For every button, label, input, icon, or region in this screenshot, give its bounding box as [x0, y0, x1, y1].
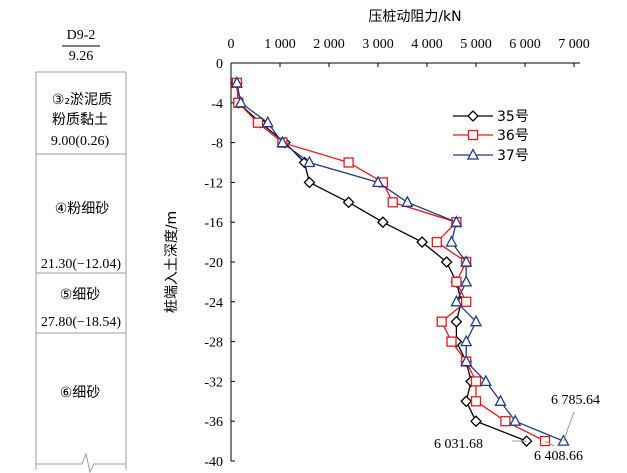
series-3-point	[445, 235, 458, 247]
layer-3-name: ⑤细砂	[60, 287, 101, 303]
chart-axes: 0 1 000 2 000 3 000 4 000 5 000 6 000 7 000 0 -4 -…	[204, 37, 589, 470]
series-3-point	[371, 175, 385, 188]
x-tick-label: 0	[228, 37, 235, 52]
series-2-point	[252, 117, 264, 128]
series-2-point	[470, 376, 482, 387]
series-3-point	[276, 135, 289, 148]
x-tick-label: 5 000	[460, 37, 492, 52]
x-tick-label: 6 000	[509, 37, 541, 52]
layer-1-name-line1: ③₂淤泥质	[52, 92, 112, 108]
x-tick-label: 7 000	[558, 37, 590, 52]
series-2-point	[500, 416, 511, 427]
x-tick-label: 1 000	[264, 37, 296, 52]
chart-plot-area	[230, 76, 570, 448]
y-tick-label: -12	[204, 176, 223, 191]
series-3	[230, 76, 570, 446]
series-1-point	[376, 216, 389, 229]
series-3-point	[261, 115, 274, 128]
layer-1-name-line2: 粉质黏土	[52, 112, 108, 128]
x-tick-label: 4 000	[411, 37, 443, 52]
legend-label-2: 36号	[497, 128, 529, 144]
series-3-point	[234, 95, 247, 108]
annotation-label-1: 6 785.64	[551, 393, 600, 408]
y-tick-label: -36	[204, 415, 223, 430]
series-2-point	[446, 336, 457, 347]
legend-label-3: 37号	[497, 148, 529, 164]
layer-3-bottom: 27.80(−18.54)	[41, 315, 122, 330]
series-1-line	[236, 82, 527, 442]
series-3-point	[460, 255, 473, 267]
series-3-point	[460, 334, 473, 347]
y-tick-label: -20	[204, 256, 223, 271]
y-axis-title: 桩端入土深度/m	[163, 211, 180, 313]
layer-2-name: ④粉细砂	[55, 201, 110, 217]
series-3-point	[230, 76, 243, 88]
series-2-point	[470, 396, 482, 407]
series-2-point	[343, 157, 354, 168]
chart-annotations: 6 785.64 6 031.68 6 408.66	[434, 393, 600, 464]
series-1-point	[303, 176, 316, 189]
legend-marker-1	[467, 110, 479, 122]
y-tick-label: -32	[204, 375, 223, 390]
series-2-point	[461, 296, 472, 307]
legend-label-1: 35号	[497, 109, 529, 125]
borehole-elevation: 9.26	[69, 49, 94, 64]
annotation-label-2: 6 031.68	[434, 437, 483, 452]
annotation-leader-1	[563, 411, 575, 442]
series-1-point	[460, 395, 473, 408]
series-3-point	[479, 374, 492, 387]
series-2-point	[387, 197, 398, 208]
series-1	[230, 76, 533, 448]
series-3-point	[450, 215, 463, 227]
series-3-point	[509, 414, 522, 426]
y-tick-label: -16	[204, 216, 223, 231]
y-tick-label: -28	[204, 336, 223, 351]
legend-marker-3	[466, 148, 480, 160]
x-axis-title: 压桩动阻力/kN	[368, 8, 461, 25]
y-tick-label: 0	[216, 57, 223, 72]
series-3-point	[494, 394, 507, 406]
series-1-point	[416, 236, 429, 249]
series-1-point	[342, 196, 355, 209]
series-1-point	[440, 256, 453, 268]
series-3-point	[303, 155, 316, 168]
series-2-point	[451, 276, 462, 288]
series-2-point	[436, 316, 447, 327]
layer-1-bottom: 9.00(0.26)	[51, 134, 110, 149]
borehole-column: D9-2 9.26 ③₂淤泥质 粉质黏土 9.00(0.26) ④粉细砂 21.…	[35, 28, 127, 473]
y-tick-label: -24	[204, 296, 223, 311]
annotation-label-3: 6 408.66	[534, 449, 583, 464]
annotation-leader-3	[544, 440, 555, 447]
borehole-id: D9-2	[67, 28, 96, 43]
legend-marker-2	[467, 129, 479, 141]
y-tick-label: -8	[211, 137, 223, 152]
chart-legend: 35号 36号 37号	[453, 109, 529, 164]
y-tick-label: -40	[204, 455, 223, 470]
series-2-point	[431, 236, 442, 248]
series-1-point	[470, 415, 482, 428]
series-3-point	[469, 314, 483, 327]
layer-2-bottom: 21.30(−12.04)	[41, 257, 122, 272]
series-3-point	[450, 294, 463, 307]
x-tick-label: 2 000	[313, 37, 345, 52]
x-tick-label: 3 000	[362, 37, 394, 52]
series-3-point	[460, 275, 473, 287]
layer-4-name: ⑥细砂	[60, 385, 101, 401]
series-3-point	[460, 354, 473, 367]
series-3-point	[401, 195, 414, 207]
y-tick-label: -4	[211, 97, 223, 112]
series-1-point	[450, 315, 463, 328]
column-break-symbol	[36, 452, 126, 473]
